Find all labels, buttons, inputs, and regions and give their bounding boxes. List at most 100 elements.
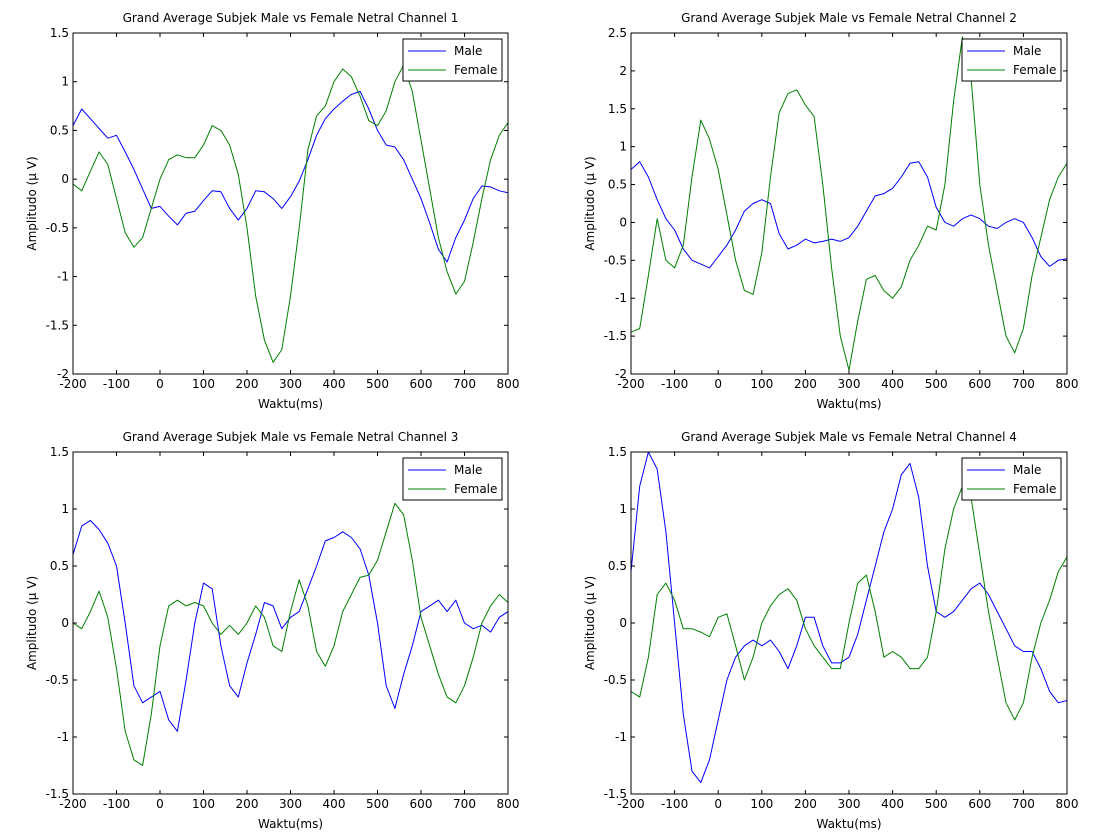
x-axis-label: Waktu(ms) bbox=[816, 817, 881, 831]
x-tick-label: -200 bbox=[59, 797, 86, 811]
subplot-channel-2: Grand Average Subjek Male vs Female Netr… bbox=[583, 11, 1078, 411]
legend: Male Female bbox=[402, 38, 503, 82]
y-tick-label: 0 bbox=[61, 172, 69, 186]
y-axis-label: Amplitudo (µ V) bbox=[583, 156, 597, 250]
y-tick-label: -0.5 bbox=[604, 253, 627, 267]
x-tick-label: 500 bbox=[366, 797, 389, 811]
chart-title: Grand Average Subjek Male vs Female Netr… bbox=[681, 430, 1017, 444]
x-tick-label: 800 bbox=[497, 377, 520, 391]
x-tick-label: 600 bbox=[410, 377, 433, 391]
x-tick-label: 400 bbox=[881, 797, 904, 811]
series-line-female bbox=[631, 485, 1067, 721]
plot-area bbox=[73, 33, 508, 374]
legend: Male Female bbox=[961, 457, 1062, 501]
legend: Male Female bbox=[961, 38, 1062, 82]
y-tick-label: 1.5 bbox=[608, 102, 627, 116]
x-tick-label: 100 bbox=[750, 797, 773, 811]
legend-label-female: Female bbox=[1013, 482, 1056, 496]
y-tick-label: 1.5 bbox=[50, 445, 69, 459]
y-tick-label: 1.5 bbox=[608, 445, 627, 459]
x-tick-label: 0 bbox=[714, 377, 722, 391]
y-tick-label: 1 bbox=[619, 140, 627, 154]
y-tick-label: -1 bbox=[615, 291, 627, 305]
x-tick-label: 500 bbox=[366, 377, 389, 391]
x-tick-label: 700 bbox=[1012, 377, 1035, 391]
x-tick-label: 0 bbox=[156, 377, 164, 391]
x-tick-label: 500 bbox=[925, 377, 948, 391]
y-axis-label: Amplitudo (µ V) bbox=[25, 156, 39, 250]
y-tick-label: 2 bbox=[619, 64, 627, 78]
x-tick-label: 400 bbox=[323, 377, 346, 391]
y-tick-label: -0.5 bbox=[46, 673, 69, 687]
x-tick-label: 600 bbox=[968, 797, 991, 811]
x-tick-label: 800 bbox=[1056, 797, 1079, 811]
subplot-channel-1: Grand Average Subjek Male vs Female Netr… bbox=[25, 11, 519, 411]
y-tick-label: 2.5 bbox=[608, 26, 627, 40]
y-tick-label: 0.5 bbox=[608, 178, 627, 192]
y-tick-label: -1.5 bbox=[46, 318, 69, 332]
y-tick-label: -1.5 bbox=[604, 329, 627, 343]
y-tick-label: -2 bbox=[615, 367, 627, 381]
legend-label-female: Female bbox=[1013, 63, 1056, 77]
x-tick-label: 600 bbox=[410, 797, 433, 811]
subplot-channel-4: Grand Average Subjek Male vs Female Netr… bbox=[583, 430, 1078, 831]
y-axis-label: Amplitudo (µ V) bbox=[25, 576, 39, 670]
y-tick-label: -1 bbox=[57, 270, 69, 284]
y-tick-label: -1.5 bbox=[604, 787, 627, 801]
series-line-female bbox=[73, 64, 508, 363]
plot-area bbox=[631, 33, 1067, 374]
y-tick-label: 0.5 bbox=[608, 559, 627, 573]
series-line-female bbox=[73, 502, 508, 766]
x-tick-label: -100 bbox=[103, 377, 130, 391]
x-tick-label: -200 bbox=[59, 377, 86, 391]
x-tick-label: 700 bbox=[453, 377, 476, 391]
y-tick-label: -1.5 bbox=[46, 787, 69, 801]
chart-title: Grand Average Subjek Male vs Female Netr… bbox=[123, 430, 459, 444]
y-tick-label: 1 bbox=[619, 502, 627, 516]
x-tick-label: -200 bbox=[617, 797, 644, 811]
legend-box bbox=[961, 457, 1062, 501]
x-tick-label: -100 bbox=[103, 797, 130, 811]
legend-box bbox=[402, 457, 503, 501]
x-tick-label: 300 bbox=[279, 797, 302, 811]
y-axis-label: Amplitudo (µ V) bbox=[583, 576, 597, 670]
series-line-male bbox=[631, 452, 1067, 784]
y-tick-label: -2 bbox=[57, 367, 69, 381]
legend-label-female: Female bbox=[454, 63, 497, 77]
legend-label-female: Female bbox=[454, 482, 497, 496]
chart-title: Grand Average Subjek Male vs Female Netr… bbox=[681, 11, 1017, 25]
x-tick-label: 600 bbox=[968, 377, 991, 391]
x-tick-label: 100 bbox=[192, 377, 215, 391]
x-tick-label: 200 bbox=[794, 797, 817, 811]
x-tick-label: 400 bbox=[881, 377, 904, 391]
y-tick-label: 0.5 bbox=[50, 123, 69, 137]
legend-label-male: Male bbox=[1013, 463, 1041, 477]
y-tick-label: 1 bbox=[61, 502, 69, 516]
chart-title: Grand Average Subjek Male vs Female Netr… bbox=[123, 11, 459, 25]
x-tick-label: -100 bbox=[661, 797, 688, 811]
x-axis-label: Waktu(ms) bbox=[258, 817, 323, 831]
y-tick-label: 1.5 bbox=[50, 26, 69, 40]
plot-area bbox=[73, 452, 508, 794]
x-tick-label: 400 bbox=[323, 797, 346, 811]
x-tick-label: -100 bbox=[661, 377, 688, 391]
legend-label-male: Male bbox=[454, 44, 482, 58]
x-tick-label: 200 bbox=[236, 377, 259, 391]
legend-box bbox=[402, 38, 503, 82]
x-tick-label: 800 bbox=[1056, 377, 1079, 391]
x-tick-label: 300 bbox=[838, 797, 861, 811]
y-tick-label: 0 bbox=[619, 215, 627, 229]
y-tick-label: 1 bbox=[61, 75, 69, 89]
x-tick-label: 300 bbox=[279, 377, 302, 391]
y-tick-label: -0.5 bbox=[46, 221, 69, 235]
y-tick-label: -1 bbox=[57, 730, 69, 744]
subplot-channel-3: Grand Average Subjek Male vs Female Netr… bbox=[25, 430, 519, 831]
x-axis-label: Waktu(ms) bbox=[816, 397, 881, 411]
y-tick-label: -0.5 bbox=[604, 673, 627, 687]
y-tick-label: 0 bbox=[619, 616, 627, 630]
y-tick-label: -1 bbox=[615, 730, 627, 744]
series-line-male bbox=[73, 91, 508, 263]
x-tick-label: 700 bbox=[1012, 797, 1035, 811]
x-tick-label: 300 bbox=[838, 377, 861, 391]
